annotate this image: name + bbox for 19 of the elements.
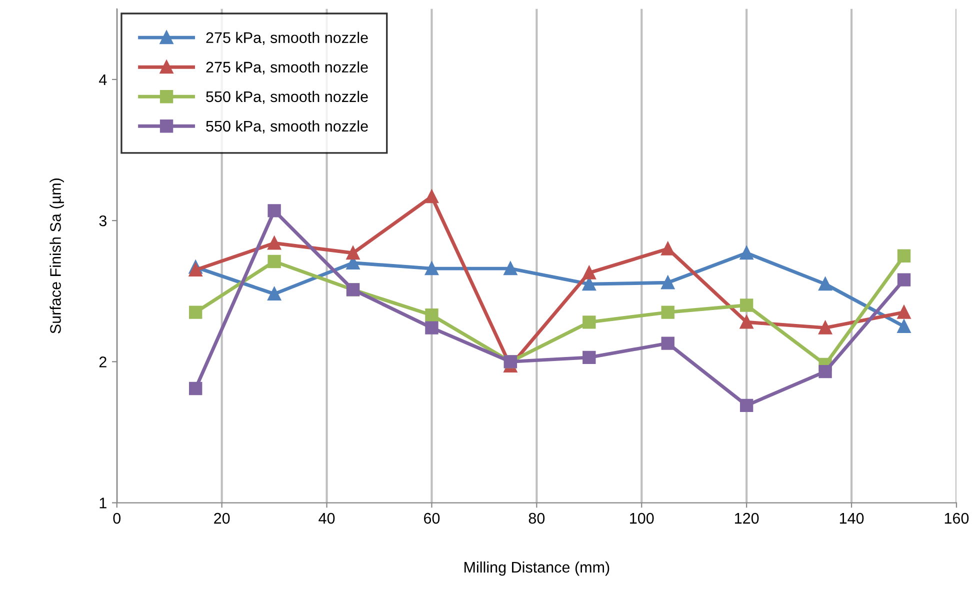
legend-label: 275 kPa, smooth nozzle bbox=[206, 32, 368, 45]
legend-label: 550 kPa, smooth nozzle bbox=[206, 90, 368, 104]
x-tick-label: 20 bbox=[214, 512, 230, 524]
legend-label: 275 kPa, smooth nozzle bbox=[206, 61, 368, 74]
y-tick-label: 1 bbox=[100, 498, 106, 508]
y-tick-label: 2 bbox=[99, 356, 106, 368]
legend-label: 550 kPa, smooth nozzle bbox=[206, 120, 368, 134]
x-tick-label: 0 bbox=[113, 512, 121, 524]
y-axis-title: Surface Finish Sa (µm) bbox=[50, 178, 64, 334]
y-tick-label: 3 bbox=[99, 215, 106, 226]
x-tick-label: 60 bbox=[424, 512, 440, 524]
x-tick-label: 100 bbox=[630, 512, 654, 524]
x-tick-label: 120 bbox=[734, 512, 759, 524]
x-tick-label: 80 bbox=[528, 512, 545, 524]
y-tick-label: 4 bbox=[99, 74, 107, 86]
x-axis-title: Milling Distance (mm) bbox=[464, 561, 610, 576]
x-tick-label: 160 bbox=[944, 512, 969, 524]
x-tick-label: 40 bbox=[318, 512, 335, 524]
x-tick-label: 140 bbox=[840, 512, 864, 524]
